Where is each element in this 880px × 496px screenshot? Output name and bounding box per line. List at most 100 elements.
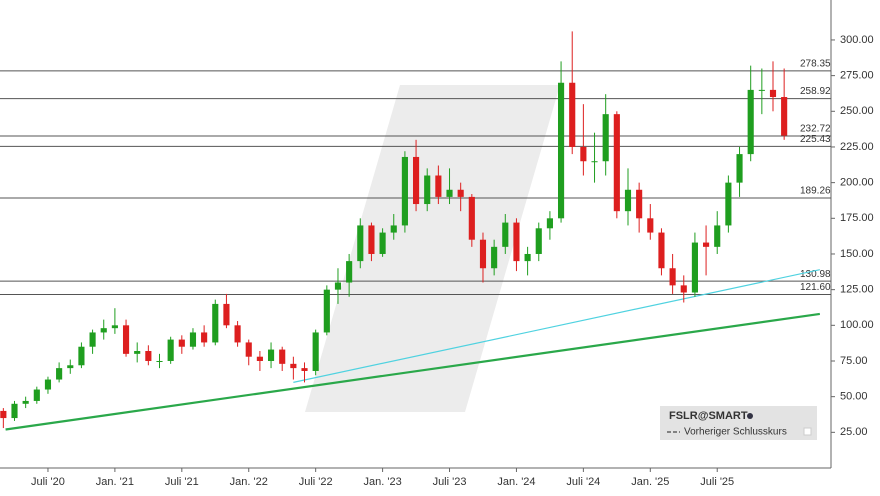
candle-body	[256, 356, 263, 361]
candle-body	[636, 189, 643, 219]
legend-symbol: FSLR@SMART	[669, 410, 748, 422]
candle-body	[145, 351, 152, 361]
y-tick-label: 50.00	[840, 391, 868, 403]
candle-body	[89, 332, 96, 347]
candle-body	[769, 89, 777, 98]
candle-body	[78, 346, 85, 366]
candle-body	[513, 222, 520, 262]
candle-body	[234, 325, 241, 343]
candle-body	[122, 325, 130, 354]
y-tick-label: 275.00	[840, 70, 874, 82]
y-tick-label: 75.00	[840, 355, 868, 367]
candle-body	[747, 89, 754, 155]
level-label: 189.26	[800, 186, 831, 197]
candle-body	[703, 242, 710, 247]
legend-entry: Vorheriger Schlusskurs	[684, 427, 787, 438]
candle-body	[368, 225, 375, 254]
legend-box	[660, 406, 817, 440]
y-tick-label: 100.00	[840, 319, 874, 331]
level-label: 278.35	[800, 58, 831, 69]
candle-body	[557, 82, 565, 219]
legend: FSLR@SMART Vorheriger Schlusskurs	[660, 406, 817, 440]
y-tick-label: 125.00	[840, 284, 874, 296]
candle-body	[156, 360, 163, 362]
x-tick-label: Juli '21	[165, 476, 199, 488]
y-tick-label: 150.00	[840, 248, 874, 260]
candle-body	[290, 363, 297, 369]
candle-body	[658, 232, 665, 269]
candle-body	[56, 368, 63, 380]
x-tick-label: Juli '22	[299, 476, 333, 488]
candle-body	[580, 146, 587, 162]
candle-body	[524, 253, 531, 262]
candle-body	[725, 182, 732, 226]
candle-body	[67, 365, 74, 369]
candle-body	[669, 268, 676, 286]
candle-body	[201, 332, 208, 343]
candle-body	[134, 351, 141, 354]
candle-body	[412, 156, 420, 205]
level-label: 225.43	[800, 134, 831, 145]
x-tick-label: Jan. '21	[96, 476, 134, 488]
candle-body	[0, 410, 7, 419]
candle-body	[401, 156, 408, 226]
candle-body	[457, 189, 464, 197]
candle-body	[736, 154, 743, 183]
candle-body	[346, 261, 353, 283]
candle-body	[33, 389, 40, 401]
candle-body	[546, 218, 553, 229]
candle-body	[301, 368, 308, 371]
x-tick-label: Juli '24	[566, 476, 600, 488]
candle-body	[245, 342, 252, 357]
candle-body	[178, 339, 185, 347]
candle-body	[379, 232, 386, 254]
x-tick-label: Jan. '22	[230, 476, 268, 488]
candle-body	[323, 289, 330, 333]
candle-body	[357, 225, 364, 262]
candle-body	[758, 89, 765, 91]
candle-body	[189, 332, 197, 347]
candle-body	[100, 328, 107, 333]
candle-body	[680, 285, 687, 293]
x-tick-label: Juli '23	[433, 476, 467, 488]
candle-body	[312, 332, 319, 371]
y-tick-label: 200.00	[840, 177, 874, 189]
candle-body	[167, 339, 174, 361]
level-label: 121.60	[800, 282, 831, 293]
candle-body	[223, 303, 230, 326]
watermark	[305, 85, 560, 412]
trendline	[293, 269, 820, 383]
candle-body	[647, 218, 654, 233]
x-tick-label: Jan. '23	[364, 476, 402, 488]
legend-checkbox[interactable]	[803, 427, 812, 436]
candle-body	[111, 325, 118, 329]
candle-body	[591, 161, 598, 163]
candle-body	[535, 228, 542, 254]
y-tick-label: 225.00	[840, 141, 874, 153]
candle-body	[602, 114, 609, 162]
y-tick-label: 175.00	[840, 212, 874, 224]
x-tick-label: Jan. '24	[497, 476, 535, 488]
level-label: 130.98	[800, 269, 831, 280]
candle-body	[502, 222, 509, 247]
candle-body	[491, 246, 498, 269]
level-label: 258.92	[800, 86, 831, 97]
candle-body	[468, 196, 475, 240]
candle-body	[279, 349, 286, 364]
candle-body	[44, 379, 52, 390]
candle-body	[212, 303, 219, 343]
candle-body	[446, 189, 453, 197]
candle-body	[435, 175, 442, 197]
candle-body	[267, 349, 275, 361]
candle-body	[11, 403, 18, 419]
level-label: 232.72	[800, 124, 831, 135]
candle-body	[613, 114, 620, 212]
candle-body	[714, 225, 721, 247]
x-tick-label: Juli '25	[700, 476, 734, 488]
candle-body	[424, 175, 431, 205]
candle-body	[781, 97, 788, 136]
candle-body	[624, 189, 632, 212]
candle-body	[569, 82, 576, 147]
